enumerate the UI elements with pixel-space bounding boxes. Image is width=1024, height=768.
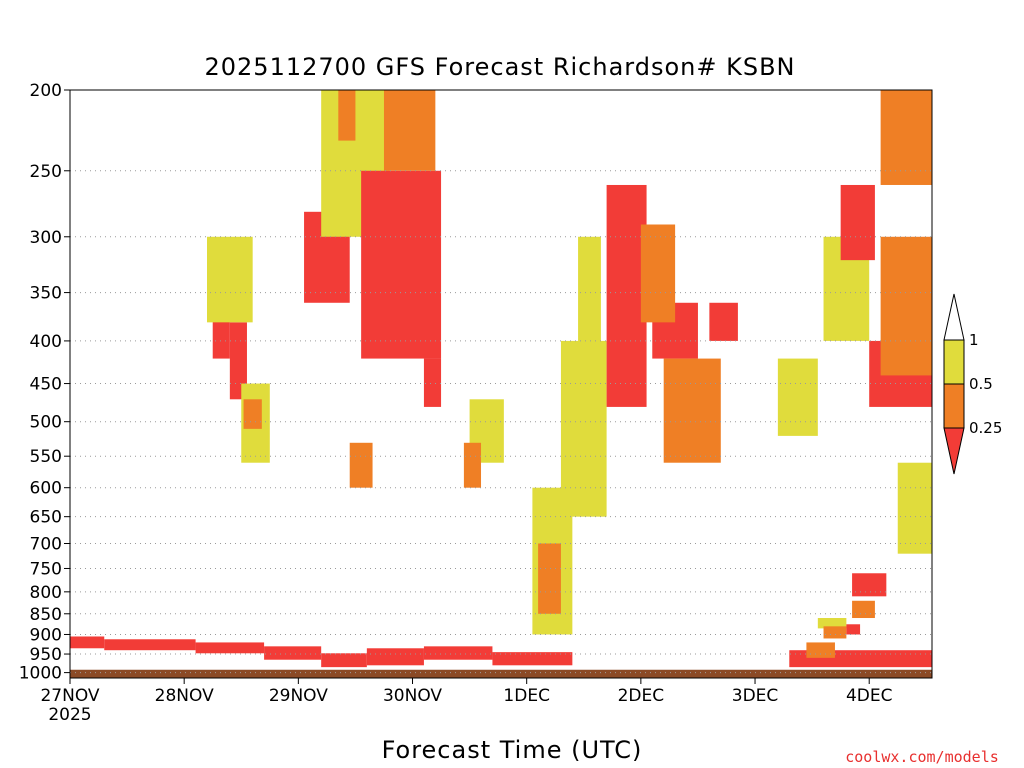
ri-region [463,442,482,488]
ri-region [880,90,932,185]
y-tick-label: 950 [30,645,62,665]
ri-region [817,618,847,629]
y-tick-label: 650 [30,508,62,528]
y-tick-label: 700 [30,534,62,554]
ri-region [361,170,442,359]
colorbar-tick-label: 0.25 [969,419,1002,437]
x-tick-label: 28NOV [155,686,214,706]
ri-region [70,636,105,649]
y-tick-label: 350 [30,284,62,304]
colorbar-tick-label: 1 [969,331,979,349]
ri-region [846,624,861,635]
ri-region [640,224,676,323]
y-tick-label: 500 [30,413,62,433]
ri-region [880,236,932,376]
ri-region [806,642,835,658]
credit-label: coolwx.com/models [845,748,999,766]
ri-region [823,626,847,639]
y-tick-label: 800 [30,583,62,603]
ri-region [383,90,436,171]
x-tick-label: 30NOV [383,686,442,706]
colorbar-tick-label: 0.5 [969,375,993,393]
ri-region [852,600,875,619]
ri-region [777,358,818,436]
y-tick-label: 850 [30,605,62,625]
y-tick-label: 250 [30,162,62,182]
ri-region [321,653,367,668]
ri-region [423,646,493,660]
y-tick-label: 450 [30,375,62,395]
ri-region [538,543,561,614]
ri-region [207,236,253,323]
y-tick-label: 600 [30,479,62,499]
colorbar-segment [943,383,965,429]
chart-title: 2025112700 GFS Forecast Richardson# KSBN [204,53,795,81]
ri-region [338,90,356,141]
ri-region [492,652,573,666]
ri-region [264,646,322,660]
y-tick-label: 200 [30,81,62,101]
x-tick-label: 27NOV [40,686,99,706]
x-axis: 27NOV 28NOV 29NOV 30NOV 1DEC 2DEC 3DEC 4DEC [40,678,892,706]
plot-fills [70,90,932,678]
x-tick-label: 3DEC [732,686,779,706]
x-axis-title: Forecast Time (UTC) [382,736,643,764]
ri-region [560,340,607,517]
x-tick-label: 2DEC [618,686,665,706]
colorbar: 1 0.5 0.25 [943,293,1002,475]
ri-region [606,184,647,407]
y-tick-label: 550 [30,447,62,467]
ri-region [709,302,738,341]
y-tick-label: 1000 [19,664,62,684]
x-tick-label: 29NOV [269,686,328,706]
ri-region [243,399,262,429]
ri-region [578,236,601,359]
colorbar-segment [943,339,965,385]
colorbar-under-triangle [943,427,965,475]
x-tick-label: 4DEC [846,686,893,706]
ri-region [897,462,932,554]
ri-region [229,322,247,400]
x-tick-label: 1DEC [503,686,550,706]
ground-surface [70,668,932,678]
x-axis-year-label: 2025 [48,705,91,725]
ri-region [366,648,424,666]
ri-region [840,184,875,261]
y-tick-label: 400 [30,332,62,352]
ri-region [852,573,887,597]
y-axis: 200 250 300 350 400 450 500 550 600 650 700 750 8008… [19,81,70,684]
ri-region [104,639,196,651]
ri-region [349,442,373,488]
y-tick-label: 750 [30,559,62,579]
ri-region [195,642,265,654]
y-tick-label: 300 [30,228,62,248]
y-tick-label: 900 [30,625,62,645]
ri-region [663,358,721,463]
ri-region [423,358,442,407]
